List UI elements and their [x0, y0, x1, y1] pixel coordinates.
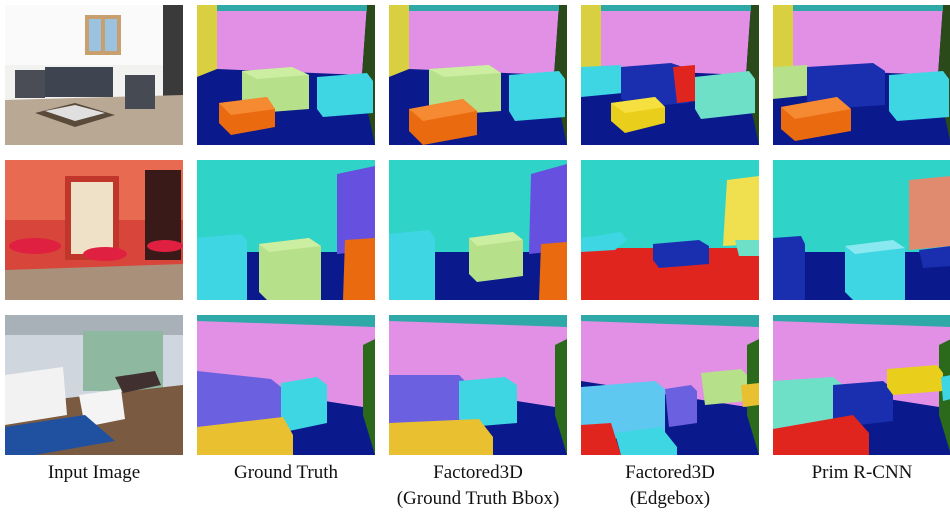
label-line: Input Image	[47, 462, 141, 483]
gt-render-2	[197, 160, 375, 300]
f3d-gt-render-3	[389, 315, 567, 455]
label-line: (Ground Truth Bbox)	[396, 488, 560, 509]
label-line: (Edgebox)	[629, 488, 711, 509]
lounge-photo	[5, 315, 183, 455]
column-label-factored3d-edgebox: Factored3D (Edgebox)	[570, 460, 770, 512]
row1-prim-rcnn	[773, 5, 950, 145]
f3d-edgebox-render-2	[581, 160, 759, 300]
f3d-gt-render-1	[389, 5, 567, 145]
f3d-gt-render-2	[389, 160, 567, 300]
row3-factored3d-gt-bbox	[389, 315, 567, 455]
row1-ground-truth	[197, 5, 375, 145]
column-label-ground-truth: Ground Truth	[186, 460, 386, 486]
gt-render-3	[197, 315, 375, 455]
row2-factored3d-gt-bbox	[389, 160, 567, 300]
column-label-factored3d-gt-bbox: Factored3D (Ground Truth Bbox)	[378, 460, 578, 512]
prim-render-3	[773, 315, 950, 455]
living-room-photo	[5, 5, 183, 145]
label-line: Ground Truth	[234, 462, 338, 483]
f3d-edgebox-render-1	[581, 5, 759, 145]
label-line: Factored3D	[433, 462, 523, 483]
row2-factored3d-edgebox	[581, 160, 759, 300]
row3-prim-rcnn	[773, 315, 950, 455]
cafe-photo	[5, 160, 183, 300]
row2-prim-rcnn	[773, 160, 950, 300]
column-label-input-image: Input Image	[0, 460, 194, 486]
row2-input-image	[5, 160, 183, 300]
prim-render-2	[773, 160, 950, 300]
row1-factored3d-gt-bbox	[389, 5, 567, 145]
row3-input-image	[5, 315, 183, 455]
label-line: Prim R-CNN	[811, 462, 913, 483]
row3-factored3d-edgebox	[581, 315, 759, 455]
f3d-edgebox-render-3	[581, 315, 759, 455]
row1-factored3d-edgebox	[581, 5, 759, 145]
row2-ground-truth	[197, 160, 375, 300]
column-label-prim-rcnn: Prim R-CNN	[762, 460, 950, 486]
row1-input-image	[5, 5, 183, 145]
prim-render-1	[773, 5, 950, 145]
label-line: Factored3D	[625, 462, 715, 483]
gt-render-1	[197, 5, 375, 145]
row3-ground-truth	[197, 315, 375, 455]
